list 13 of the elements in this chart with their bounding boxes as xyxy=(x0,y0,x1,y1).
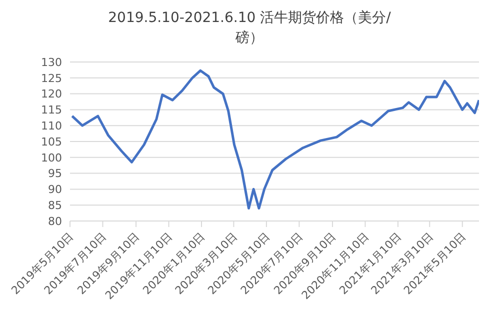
y-tick-label: 120 xyxy=(41,88,62,101)
y-tick-label: 130 xyxy=(41,56,62,69)
y-tick-label: 85 xyxy=(48,199,62,212)
y-tick-label: 100 xyxy=(41,151,62,164)
y-tick-label: 90 xyxy=(48,183,62,196)
chart-title: 2019.5.10-2021.6.10 活牛期货价格（美分/磅） xyxy=(107,9,392,48)
y-tick-label: 95 xyxy=(48,167,62,180)
line-series xyxy=(70,69,479,210)
y-tick-label: 110 xyxy=(41,120,62,133)
y-tick-label: 105 xyxy=(41,135,62,148)
y-tick-label: 115 xyxy=(41,104,62,117)
y-tick-label: 125 xyxy=(41,72,62,85)
y-tick-label: 80 xyxy=(48,214,62,228)
